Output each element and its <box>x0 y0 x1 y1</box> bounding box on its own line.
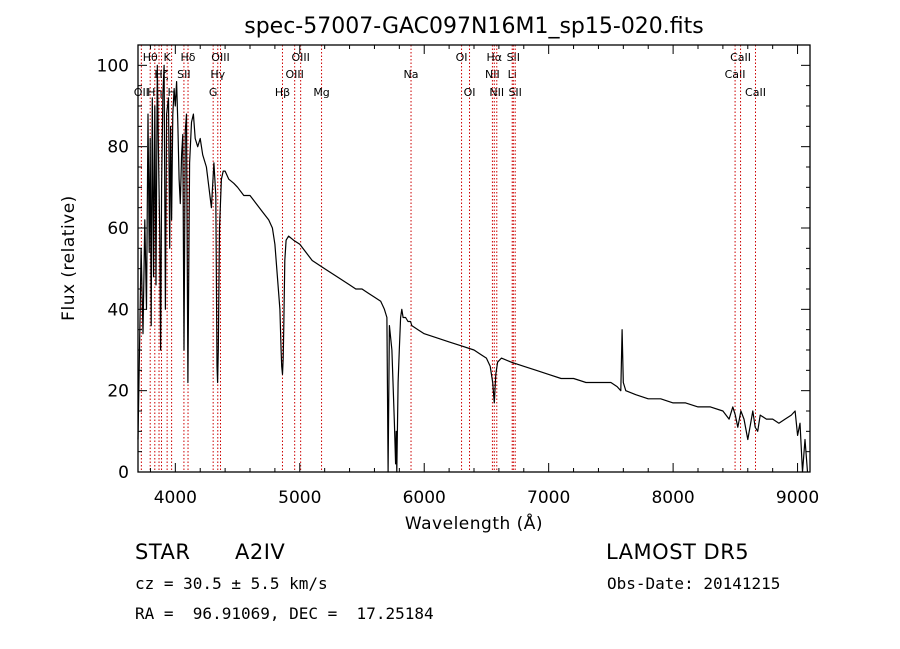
marker-label-5: K <box>164 51 172 64</box>
axes: 4000 5000 6000 7000 8000 9000 0 20 40 60 80 100 <box>97 44 819 508</box>
chart-title: spec-57007-GAC097N16M1_sp15-020.fits <box>244 14 704 39</box>
y-tick-label-5: 100 <box>97 56 129 76</box>
line-markers: OIIHθHηHζKHSIIHδGHγOIIIHβOIIIOIIIMgNaOIO… <box>134 45 766 472</box>
y-tick-label-3: 60 <box>107 219 129 239</box>
marker-label-19: NII <box>485 68 500 81</box>
marker-label-17: OI <box>456 51 468 64</box>
x-tick-label-4: 8000 <box>651 488 694 508</box>
marker-label-1: Hθ <box>143 51 158 64</box>
x-tick-label-0: 4000 <box>154 488 197 508</box>
marker-label-6: H <box>167 86 175 99</box>
y-tick-label-4: 80 <box>107 138 129 158</box>
y-axis-label: Flux (relative) <box>59 195 79 321</box>
marker-label-24: SII <box>508 86 521 99</box>
y-tick-label-2: 40 <box>107 300 129 320</box>
survey-name: LAMOST DR5 <box>606 540 750 564</box>
x-tick-label-5: 9000 <box>776 488 819 508</box>
marker-label-8: Hδ <box>181 51 196 64</box>
marker-label-13: OIII <box>285 68 303 81</box>
marker-label-4: Hζ <box>154 68 168 81</box>
marker-label-7: SII <box>177 68 190 81</box>
marker-label-25: CaII <box>725 68 746 81</box>
marker-label-27: CaII <box>745 86 766 99</box>
object-type: STAR <box>135 540 191 564</box>
marker-label-26: CaII <box>730 51 751 64</box>
marker-label-2: Hη <box>147 86 162 99</box>
marker-label-9: G <box>209 86 218 99</box>
marker-label-20: Hα <box>487 51 503 64</box>
spectrum-flux-line <box>137 64 809 473</box>
x-tick-label-2: 6000 <box>403 488 446 508</box>
x-tick-label-3: 7000 <box>527 488 570 508</box>
marker-label-14: OIII <box>291 51 309 64</box>
marker-label-15: Mg <box>313 86 329 99</box>
spectral-subclass: A2IV <box>235 540 286 564</box>
x-axis-label: Wavelength (Å) <box>405 512 543 534</box>
marker-label-10: Hγ <box>210 68 225 81</box>
x-tick-label-1: 5000 <box>278 488 321 508</box>
sky-coordinates: RA = 96.91069, DEC = 17.25184 <box>135 604 434 623</box>
marker-label-22: Li <box>508 68 517 81</box>
y-tick-label-1: 20 <box>107 382 129 402</box>
plot-frame <box>137 44 811 473</box>
marker-label-11: OIII <box>211 51 229 64</box>
marker-label-18: OI <box>464 86 476 99</box>
marker-label-16: Na <box>404 68 419 81</box>
marker-label-21: NII <box>489 86 504 99</box>
marker-label-23: SII <box>507 51 520 64</box>
y-tick-label-0: 0 <box>118 463 129 483</box>
marker-label-12: Hβ <box>275 86 290 99</box>
redshift-velocity: cz = 30.5 ± 5.5 km/s <box>135 574 328 593</box>
observation-date: Obs-Date: 20141215 <box>607 574 781 593</box>
